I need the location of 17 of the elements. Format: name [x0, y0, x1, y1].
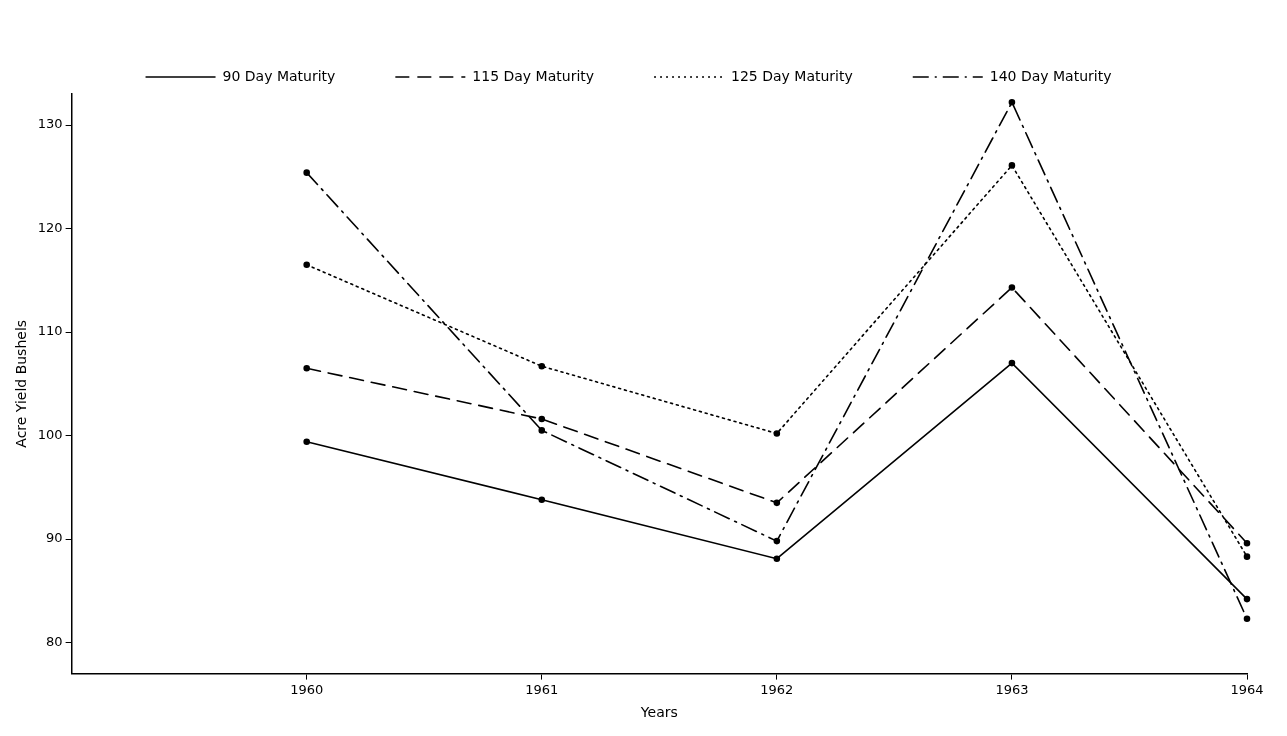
y-tick-label: 80	[46, 633, 63, 649]
y-tick-label: 100	[37, 426, 63, 442]
y-tick-label: 90	[46, 530, 63, 546]
legend-label: 90 Day Maturity	[222, 67, 336, 84]
y-tick-label: 120	[37, 219, 63, 235]
x-tick-label: 1961	[525, 681, 559, 697]
x-tick-label: 1963	[995, 681, 1029, 697]
x-tick-label: 1962	[760, 681, 794, 697]
y-axis-title: Acre Yield Bushels	[13, 319, 30, 448]
x-tick-label: 1960	[290, 681, 324, 697]
x-tick-label: 1964	[1230, 681, 1264, 697]
y-tick-label: 130	[37, 116, 63, 132]
x-axis-title: Years	[639, 704, 678, 721]
y-tick-label: 110	[37, 323, 63, 339]
legend-label: 125 Day Maturity	[731, 67, 853, 84]
legend-label: 140 Day Maturity	[989, 67, 1112, 84]
legend-label: 115 Day Maturity	[472, 67, 595, 84]
